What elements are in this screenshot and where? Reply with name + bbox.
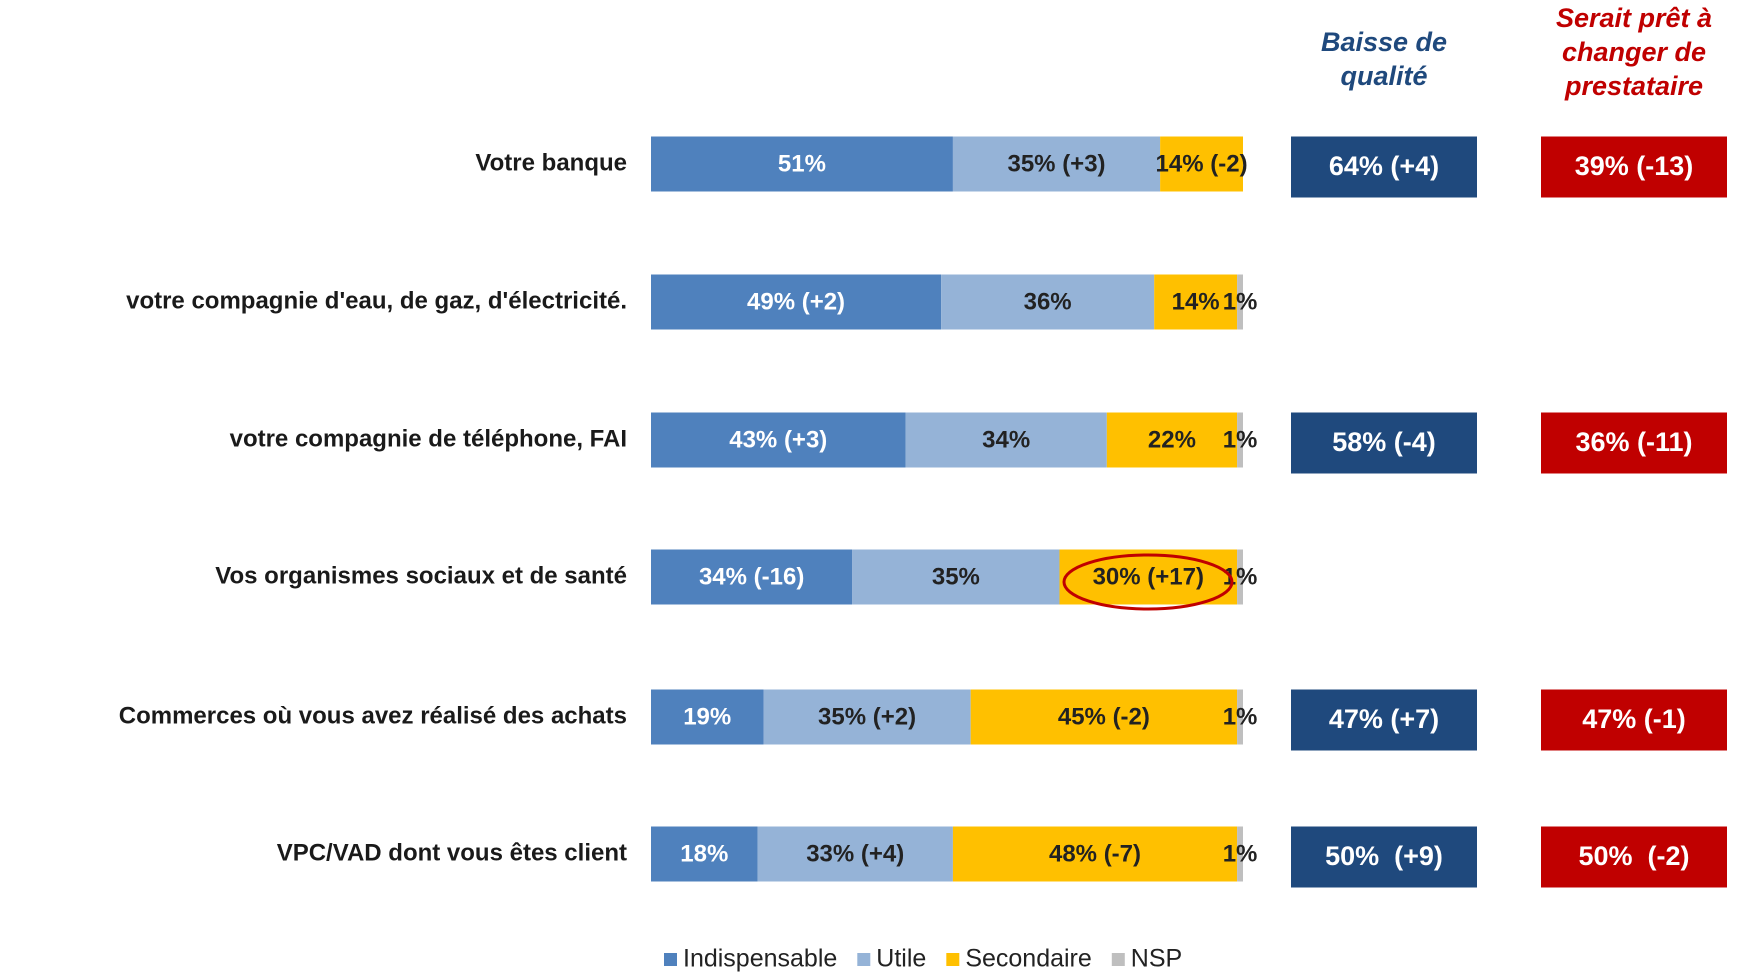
data-label: 35% [932, 563, 980, 590]
column-header: prestataire [1564, 71, 1703, 101]
value-box [1291, 412, 1477, 474]
value-box-label: 36% (-11) [1575, 427, 1692, 457]
data-label: 1% [1223, 703, 1258, 730]
data-label: 19% [683, 703, 731, 730]
data-label: 35% (+2) [818, 703, 916, 730]
value-box-label: 64% (+4) [1329, 151, 1439, 181]
data-label: 36% [1024, 288, 1072, 315]
bar-segment [1237, 412, 1243, 468]
bar-segment [1237, 689, 1243, 745]
bar-segment [651, 136, 953, 192]
data-label: 22% [1148, 426, 1196, 453]
bar-segment [1237, 549, 1243, 605]
data-label: 35% (+3) [1007, 150, 1105, 177]
bar-segment [1154, 274, 1238, 330]
data-label: 43% (+3) [729, 426, 827, 453]
column-header: Serait prêt à [1556, 3, 1712, 33]
category-label: Votre banque [475, 149, 627, 176]
data-label: 18% [680, 840, 728, 867]
bar-segment [1237, 826, 1243, 882]
legend-swatch [664, 953, 677, 966]
bar-segment [952, 136, 1161, 192]
bar-segment [905, 412, 1107, 468]
data-label: 14% [1172, 288, 1220, 315]
legend-swatch [946, 953, 960, 966]
value-box [1291, 689, 1477, 751]
data-label: 51% [778, 150, 826, 177]
highlight-ellipse [1062, 553, 1234, 611]
data-label: 1% [1223, 288, 1258, 315]
value-box [1541, 826, 1727, 888]
bar-segment [651, 274, 942, 330]
bar-segment [1237, 274, 1243, 330]
column-header: Baisse de [1321, 27, 1447, 57]
data-label: 48% (-7) [1049, 840, 1141, 867]
value-box [1291, 136, 1477, 198]
bar-segment [970, 689, 1238, 745]
value-box-label: 47% (-1) [1582, 704, 1686, 734]
bar-segment [651, 412, 906, 468]
legend-label: NSP [1131, 945, 1182, 973]
bar-segment [651, 689, 764, 745]
value-box [1541, 136, 1727, 198]
data-label: 34% [982, 426, 1030, 453]
data-label: 33% (+4) [806, 840, 904, 867]
data-label: 30% (+17) [1093, 563, 1204, 590]
category-label: votre compagnie d'eau, de gaz, d'électri… [126, 287, 627, 314]
category-label: VPC/VAD dont vous êtes client [277, 839, 627, 866]
bar-segment [1059, 549, 1238, 605]
legend-label: Utile [876, 945, 926, 973]
bar-segment [757, 826, 953, 882]
bar-segment [763, 689, 971, 745]
data-label: 14% (-2) [1156, 150, 1248, 177]
data-label: 1% [1223, 426, 1258, 453]
value-box-label: 47% (+7) [1329, 704, 1439, 734]
value-box [1541, 412, 1727, 474]
value-box-label: 50% (-2) [1578, 841, 1689, 871]
bar-segment [1106, 412, 1238, 468]
bar-segment [651, 549, 853, 605]
bar-segment [651, 826, 758, 882]
legend-swatch [857, 953, 871, 966]
data-label: 1% [1223, 840, 1258, 867]
legend-label: Indispensable [683, 945, 837, 973]
value-box [1291, 826, 1477, 888]
column-header: qualité [1340, 61, 1427, 91]
bar-segment [952, 826, 1238, 882]
bar-segment [1160, 136, 1243, 192]
category-label: Vos organismes sociaux et de santé [215, 562, 627, 589]
value-box-label: 50% (+9) [1325, 841, 1443, 871]
column-header: changer de [1562, 37, 1706, 67]
bar-segment [852, 549, 1060, 605]
bar-segment [941, 274, 1155, 330]
value-box-label: 58% (-4) [1332, 427, 1436, 457]
category-label: Commerces où vous avez réalisé des achat… [119, 702, 627, 729]
category-label: votre compagnie de téléphone, FAI [230, 425, 627, 452]
data-label: 49% (+2) [747, 288, 845, 315]
value-box-label: 39% (-13) [1575, 151, 1694, 181]
legend-swatch [1111, 953, 1125, 966]
legend-label: Secondaire [965, 945, 1091, 973]
data-label: 1% [1223, 563, 1258, 590]
data-label: 34% (-16) [699, 563, 804, 590]
data-label: 45% (-2) [1058, 703, 1150, 730]
value-box [1541, 689, 1727, 751]
